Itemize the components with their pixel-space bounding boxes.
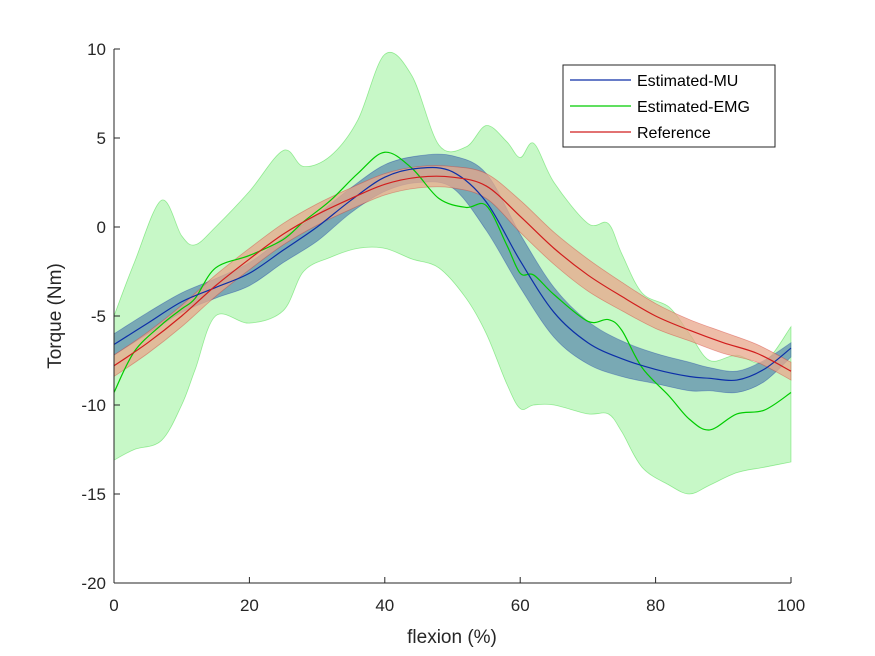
y-tick-label: -10 xyxy=(81,396,106,415)
x-tick-label: 60 xyxy=(511,596,530,615)
x-tick-label: 0 xyxy=(109,596,118,615)
x-tick-label: 40 xyxy=(375,596,394,615)
x-axis-label: flexion (%) xyxy=(407,627,497,648)
axes xyxy=(113,48,792,584)
band-estimated-emg xyxy=(113,52,792,495)
legend-label-mu: Estimated-MU xyxy=(637,73,738,90)
y-tick-label: 5 xyxy=(97,129,106,148)
legend-label-emg: Estimated-EMG xyxy=(637,99,750,116)
y-tick-label: -20 xyxy=(81,574,106,593)
y-tick-label: -5 xyxy=(91,307,106,326)
x-tick-label: 100 xyxy=(777,596,805,615)
legend-label-reference: Reference xyxy=(637,125,711,142)
line-reference xyxy=(113,175,792,372)
band-reference xyxy=(113,165,792,381)
x-tick-label: 20 xyxy=(240,596,259,615)
y-tick-label: 10 xyxy=(87,40,106,59)
x-tick-label: 80 xyxy=(646,596,665,615)
y-tick-label: -15 xyxy=(81,485,106,504)
series-lines xyxy=(113,151,792,431)
y-tick-label: 0 xyxy=(97,218,106,237)
legend: Estimated-MU Estimated-EMG Reference xyxy=(562,64,776,148)
line-estimated-emg xyxy=(113,151,792,431)
tick-labels: 0 20 40 60 80 100 -20 -15 -10 -5 0 5 10 xyxy=(81,40,805,615)
line-estimated-mu xyxy=(113,166,792,382)
y-axis-label: Torque (Nm) xyxy=(45,263,66,369)
